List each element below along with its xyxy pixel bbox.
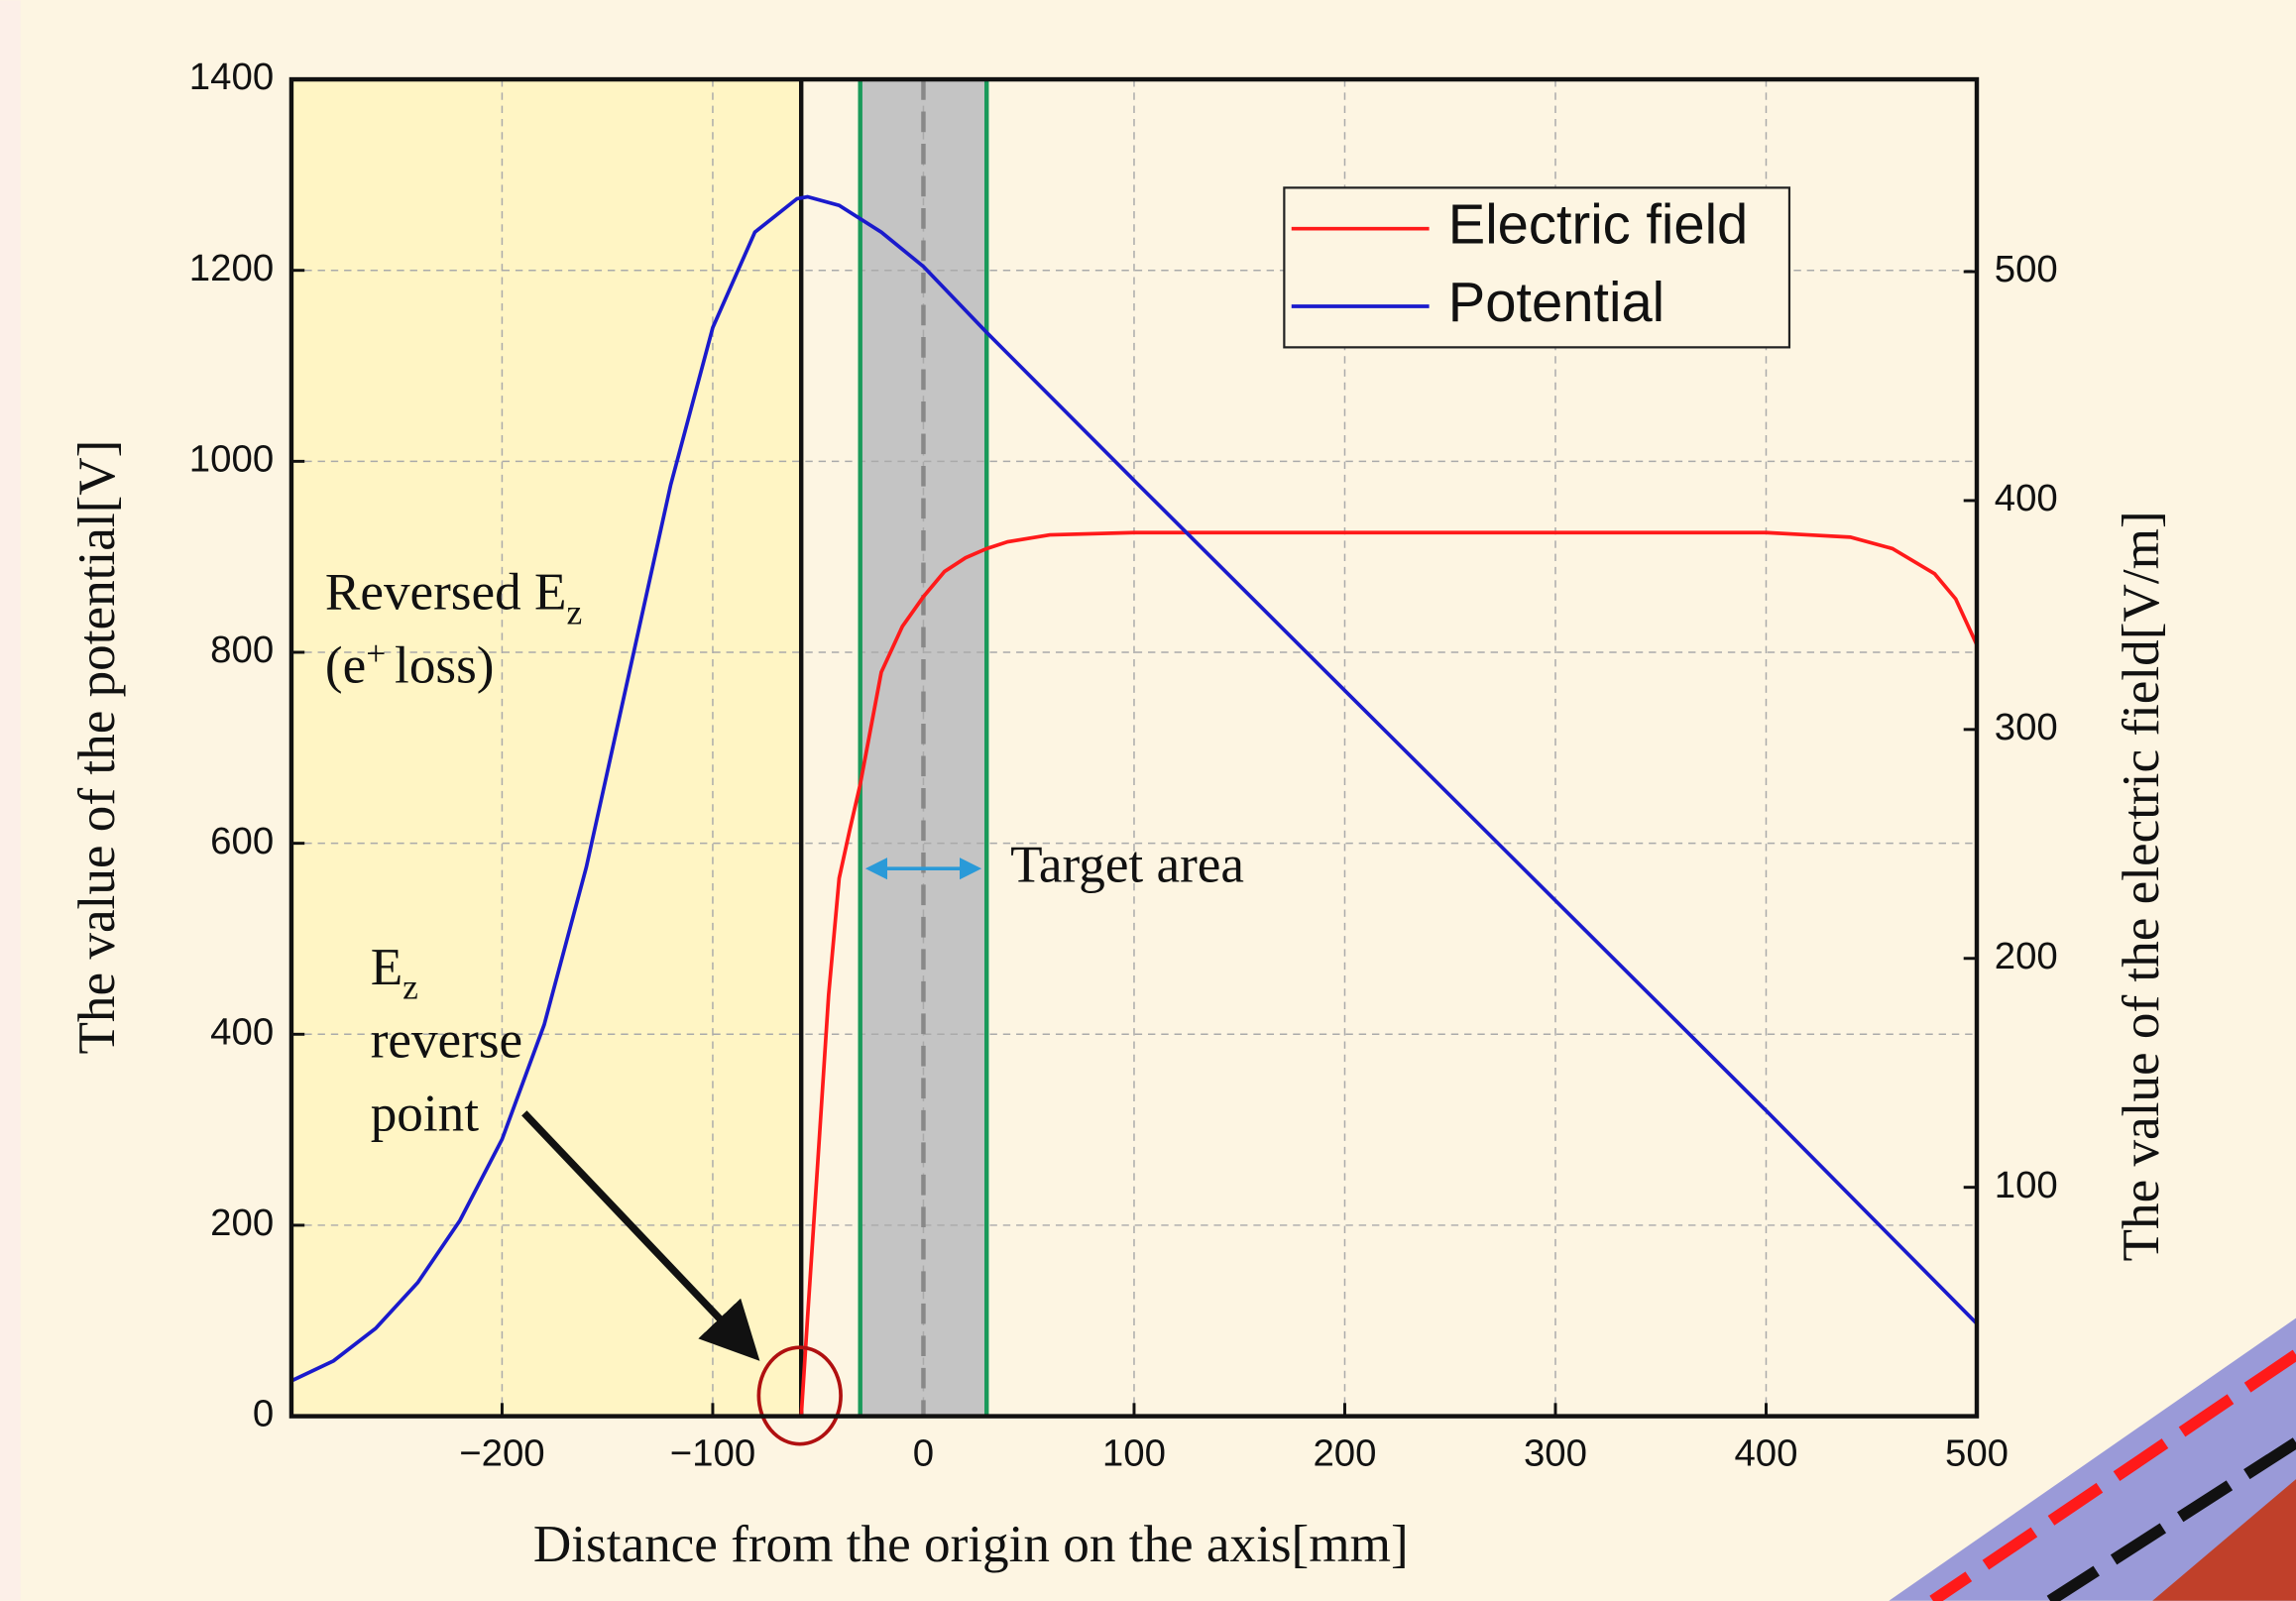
plot-area: −200 −100 0 100 200 300 400 500 0 200 400 600 800 100…	[189, 56, 2058, 1474]
x-tick-label: 0	[913, 1432, 934, 1475]
annotation-text: (e	[325, 636, 366, 695]
annotation: Target area	[1010, 835, 1244, 893]
y-tick-label: 1000	[189, 437, 274, 480]
y2-tick-label: 300	[1995, 706, 2058, 748]
annotation: point	[371, 1085, 480, 1143]
annotation-arrow	[521, 1110, 760, 1361]
y2-axis-title: The value of the electric field[V/m]	[2112, 511, 2170, 1261]
annotation: (e+ loss)	[325, 633, 495, 695]
plot-frame	[288, 76, 1980, 1419]
series-line	[799, 530, 1979, 1417]
y-tick-label: 600	[210, 820, 274, 862]
annotation: Reversed Ez	[325, 563, 582, 632]
annotation-subscript: z	[402, 968, 418, 1007]
y-tick-label: 200	[210, 1201, 274, 1244]
x-tick-label: 300	[1524, 1432, 1587, 1475]
decor-dash	[1929, 1349, 2296, 1601]
legend-label: Potential	[1448, 271, 1665, 333]
annotation: Ez	[371, 938, 418, 1007]
y-tick-label: 1200	[189, 247, 274, 289]
x-tick-label: 200	[1313, 1432, 1376, 1475]
y2-tick-label: 400	[1995, 477, 2058, 519]
annotation-superscript: +	[366, 633, 386, 673]
legend-box	[1283, 186, 1791, 349]
y-tick-label: 0	[253, 1393, 274, 1435]
decoration	[1889, 1317, 2296, 1601]
annotation-text: E	[371, 938, 402, 996]
background-edge	[0, 0, 21, 1601]
y-tick-label: 800	[210, 629, 274, 671]
reversed-region	[290, 79, 802, 1417]
y-tick-label: 400	[210, 1010, 274, 1053]
x-tick-label: −100	[670, 1432, 755, 1475]
y-tick-label: 1400	[189, 56, 274, 98]
decor-stripe	[1889, 1317, 2296, 1601]
annotation-subscript: z	[566, 593, 582, 632]
y2-tick-label: 100	[1995, 1164, 2058, 1206]
series-line	[290, 194, 1979, 1383]
annotation-text: loss)	[395, 636, 494, 695]
annotation: reverse	[371, 1011, 522, 1070]
legend: Electric field Potential	[1283, 186, 1791, 349]
x-tick-label: 100	[1102, 1432, 1166, 1475]
x-tick-label: −200	[459, 1432, 544, 1475]
y2-tick-label: 200	[1995, 935, 2058, 977]
annotation-text: Reversed E	[325, 563, 567, 622]
y-axis-title: The value of the potential[V]	[67, 440, 126, 1055]
x-tick-label: 500	[1945, 1432, 2009, 1475]
legend-label: Electric field	[1448, 193, 1748, 256]
reverse-point-circle	[756, 1345, 843, 1446]
y2-tick-label: 500	[1995, 248, 2058, 290]
x-tick-label: 400	[1734, 1432, 1797, 1475]
x-axis-title: Distance from the origin on the axis[mm]	[533, 1515, 1409, 1573]
decor-dash	[2046, 1437, 2296, 1601]
